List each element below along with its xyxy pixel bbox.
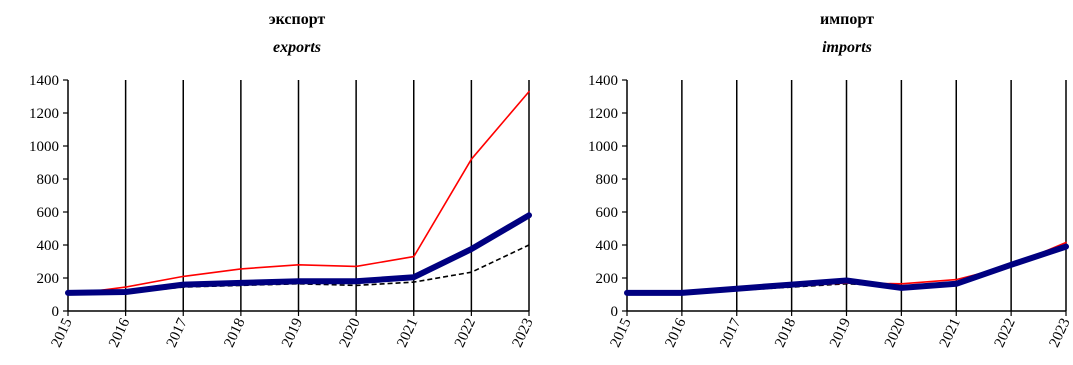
imports-x-tick-label: 2017 [717, 315, 744, 349]
exports-x-tick-label: 2023 [509, 316, 536, 350]
imports-y-tick-label: 0 [611, 304, 619, 320]
imports-y-tick-label: 1200 [588, 106, 618, 122]
exports-x-tick-label: 2016 [106, 315, 133, 349]
exports-y-tick-label: 1200 [29, 106, 59, 122]
imports-chart-subtitle: imports [822, 39, 872, 56]
imports-series-line-solid-thick [624, 243, 1069, 296]
exports-x-tick-label: 2021 [394, 316, 421, 350]
exports-plot-area: 0 200 400 600 800 1000 1200 1400 2015 2016 2017 201… [29, 73, 537, 350]
imports-y-tick-label: 200 [596, 271, 619, 287]
exports-y-tick-label: 200 [37, 271, 60, 287]
imports-y-tick-label: 800 [596, 172, 619, 188]
imports-x-tick-label: 2016 [662, 315, 689, 349]
imports-chart: импорт imports 0 200 400 600 800 1000 1200 1400… [588, 11, 1073, 350]
exports-chart: экспорт exports 0 200 400 600 800 1000 1200 140… [29, 11, 537, 350]
exports-x-tick-label: 2019 [279, 316, 306, 350]
imports-x-tick-label: 2022 [992, 316, 1019, 350]
imports-x-tick-label: 2018 [772, 316, 799, 350]
exports-y-tick-label: 1400 [29, 73, 59, 89]
exports-x-tick-label: 2020 [337, 316, 364, 350]
exports-chart-title: экспорт [269, 11, 326, 28]
imports-y-tick-label: 1400 [588, 73, 618, 89]
imports-x-tick-label: 2023 [1046, 316, 1073, 350]
exports-chart-subtitle: exports [273, 39, 321, 56]
exports-y-tick-label: 600 [37, 205, 60, 221]
imports-plot-area: 0 200 400 600 800 1000 1200 1400 2015 2016 2017 201… [588, 73, 1073, 350]
exports-y-tick-label: 0 [52, 304, 60, 320]
exports-x-tick-label: 2018 [221, 316, 248, 350]
exports-series-line-solid-thin [67, 90, 530, 296]
imports-x-tick-label: 2019 [827, 316, 854, 350]
exports-y-tick-label: 1000 [29, 139, 59, 155]
exports-x-tick-label: 2017 [164, 315, 191, 349]
exports-y-tick-label: 400 [37, 238, 60, 254]
exports-y-tick-label: 800 [37, 172, 60, 188]
imports-chart-title: импорт [820, 11, 874, 28]
exports-x-tick-label: 2022 [452, 316, 479, 350]
imports-x-tick-label: 2020 [882, 316, 909, 350]
exports-series-line-solid-thick [65, 212, 532, 296]
imports-x-tick-label: 2021 [937, 316, 964, 350]
imports-y-tick-label: 600 [596, 205, 619, 221]
imports-y-tick-label: 1000 [588, 139, 618, 155]
imports-x-tick-label: 2015 [607, 316, 634, 350]
exports-x-tick-label: 2015 [48, 316, 75, 350]
imports-y-tick-label: 400 [596, 238, 619, 254]
